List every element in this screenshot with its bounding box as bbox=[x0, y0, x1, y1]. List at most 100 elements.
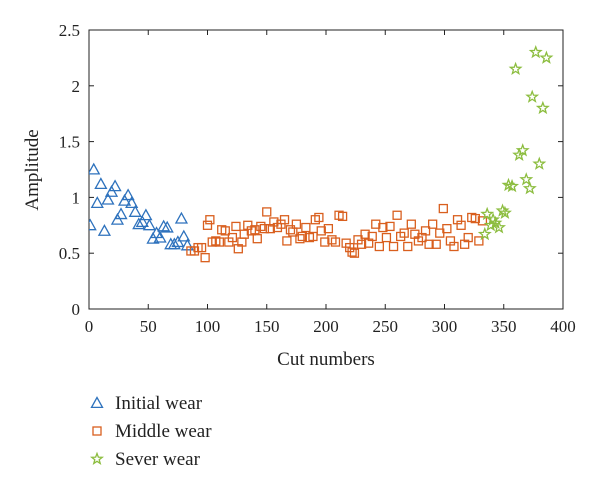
sever-wear-point bbox=[522, 181, 537, 195]
middle-wear-point bbox=[456, 220, 466, 230]
y-tick-label: 0.5 bbox=[59, 244, 80, 263]
middle-wear-point bbox=[438, 203, 448, 214]
middle-wear-point bbox=[427, 219, 438, 229]
sever-wear-point bbox=[497, 205, 512, 219]
middle-wear-point bbox=[295, 234, 305, 244]
middle-wear-point bbox=[388, 241, 399, 252]
middle-wear-point bbox=[360, 229, 370, 239]
x-tick-label: 100 bbox=[195, 317, 221, 336]
initial-wear-point bbox=[135, 215, 149, 228]
y-tick-label: 0 bbox=[72, 300, 81, 319]
legend-label-sever-wear: Sever wear bbox=[115, 449, 201, 470]
middle-wear-point bbox=[291, 219, 302, 229]
middle-wear-point bbox=[320, 237, 330, 247]
initial-wear-point bbox=[89, 162, 101, 175]
sever-wear-point bbox=[477, 226, 492, 241]
middle-wear-point bbox=[449, 241, 459, 252]
legend: Initial wear Middle wear Sever wear bbox=[89, 393, 212, 470]
legend-marker-initial-wear bbox=[90, 396, 104, 409]
middle-wear-point bbox=[337, 211, 348, 222]
sever-wear-point bbox=[508, 61, 523, 76]
middle-wear-point bbox=[314, 212, 324, 223]
y-tick-label: 2 bbox=[72, 77, 81, 96]
initial-wear-point bbox=[94, 177, 108, 190]
middle-wear-point bbox=[231, 221, 241, 232]
middle-wear-point bbox=[285, 225, 296, 235]
sever-wear-point bbox=[486, 212, 501, 226]
x-tick-label: 0 bbox=[85, 317, 94, 336]
middle-wear-point bbox=[323, 223, 334, 234]
middle-wear-point bbox=[399, 228, 409, 238]
legend-marker-middle-wear bbox=[92, 426, 102, 436]
middle-wear-point bbox=[297, 231, 307, 242]
x-tick-label: 400 bbox=[550, 317, 576, 336]
initial-wear-point bbox=[89, 218, 97, 231]
x-tick-label: 300 bbox=[432, 317, 458, 336]
middle-wear-point bbox=[220, 226, 230, 236]
initial-wear-point bbox=[108, 179, 122, 192]
x-tick-label: 350 bbox=[491, 317, 517, 336]
plot-area bbox=[88, 29, 564, 310]
middle-wear-point bbox=[301, 222, 311, 233]
middle-wear-point bbox=[347, 247, 357, 257]
middle-wear-point bbox=[196, 242, 207, 253]
x-axis-label: Cut numbers bbox=[277, 349, 375, 370]
sever-wear-point bbox=[525, 89, 540, 103]
middle-wear-point bbox=[356, 239, 367, 249]
middle-wear-point bbox=[392, 210, 402, 220]
initial-wear-point bbox=[128, 205, 142, 217]
initial-wear-point bbox=[142, 218, 157, 231]
sever-wear-point bbox=[480, 206, 495, 221]
y-axis-label: Amplitude bbox=[22, 129, 43, 210]
legend-marker-sever-wear bbox=[89, 451, 105, 465]
sever-wear-point bbox=[535, 100, 550, 115]
middle-wear-point bbox=[424, 239, 434, 249]
sever-wear-point bbox=[519, 172, 534, 186]
middle-wear-point bbox=[252, 234, 262, 244]
middle-wear-point bbox=[202, 220, 213, 230]
x-tick-labels: 0 50 100 150 200 250 300 350 400 bbox=[85, 317, 576, 336]
x-tick-label: 250 bbox=[373, 317, 399, 336]
initial-wear-point bbox=[167, 237, 181, 250]
middle-wear-point bbox=[477, 216, 488, 226]
sever-wear-point bbox=[492, 220, 507, 234]
y-tick-label: 1 bbox=[72, 188, 81, 207]
middle-wear-point bbox=[349, 248, 360, 258]
axis-ticks bbox=[88, 29, 564, 310]
x-tick-label: 150 bbox=[254, 317, 280, 336]
initial-wear-point bbox=[174, 211, 189, 224]
middle-wear-point bbox=[474, 236, 484, 246]
sever-wear-point bbox=[532, 156, 547, 170]
initial-wear-point bbox=[177, 229, 191, 242]
initial-wear-point bbox=[132, 217, 146, 230]
legend-label-middle-wear: Middle wear bbox=[115, 421, 212, 442]
middle-wear-point bbox=[381, 232, 392, 243]
initial-wear-point bbox=[101, 192, 115, 205]
middle-wear-point bbox=[431, 239, 441, 249]
sever-wear-point bbox=[539, 50, 554, 64]
middle-wear-point bbox=[367, 231, 377, 242]
initial-wear-point bbox=[139, 208, 153, 221]
initial-wear-point bbox=[157, 219, 171, 232]
initial-wear-point bbox=[114, 207, 128, 220]
y-tick-label: 2.5 bbox=[59, 21, 80, 40]
middle-wear-point bbox=[239, 229, 249, 239]
middle-wear-point bbox=[470, 213, 480, 224]
middle-wear-point bbox=[403, 241, 413, 252]
x-tick-label: 200 bbox=[313, 317, 339, 336]
initial-wear-point bbox=[125, 196, 139, 209]
initial-wear-point bbox=[153, 230, 167, 243]
y-tick-labels: 0 0.5 1 1.5 2 2.5 bbox=[59, 21, 80, 319]
middle-wear-point bbox=[406, 219, 416, 229]
middle-wear-point bbox=[420, 226, 431, 236]
legend-label-initial-wear: Initial wear bbox=[115, 393, 203, 414]
middle-wear-point bbox=[227, 232, 238, 243]
data-points bbox=[89, 44, 554, 263]
middle-wear-point bbox=[262, 207, 272, 217]
x-tick-label: 50 bbox=[140, 317, 157, 336]
middle-wear-point bbox=[463, 232, 473, 243]
middle-wear-point bbox=[371, 219, 381, 229]
sever-wear-point bbox=[528, 44, 543, 59]
middle-wear-point bbox=[279, 215, 290, 225]
